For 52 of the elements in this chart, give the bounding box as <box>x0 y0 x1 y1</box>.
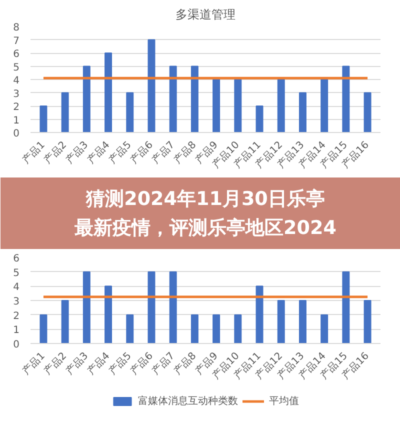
bar <box>190 66 198 132</box>
bar <box>298 300 306 344</box>
y-tick-label: 6 <box>13 49 20 60</box>
bar <box>104 286 112 344</box>
bar <box>61 300 69 344</box>
y-tick-label: 0 <box>13 340 20 350</box>
y-tick-label: 5 <box>13 268 20 279</box>
bar <box>256 286 264 344</box>
y-tick-label: 7 <box>13 36 20 47</box>
legend-label: 平均值 <box>269 395 299 408</box>
bar <box>169 66 177 132</box>
bar <box>342 271 350 344</box>
y-tick-label: 4 <box>13 76 20 86</box>
bar <box>364 92 372 132</box>
bar <box>234 314 242 344</box>
bar <box>40 314 48 344</box>
bar <box>82 66 90 132</box>
y-tick-label: 6 <box>13 254 20 264</box>
y-tick-label: 8 <box>13 22 20 34</box>
bar <box>212 79 220 132</box>
bar <box>277 300 285 344</box>
bar <box>277 79 285 132</box>
bar <box>148 271 156 344</box>
chart-title: 多渠道管理 <box>176 8 236 22</box>
bar <box>212 314 220 344</box>
bar <box>126 92 134 132</box>
y-tick-label: 3 <box>13 296 20 308</box>
bar <box>256 106 264 132</box>
bar <box>40 106 48 132</box>
bar <box>82 271 90 344</box>
bar <box>169 271 177 344</box>
bar <box>148 39 156 132</box>
bar <box>320 314 328 344</box>
y-tick-label: 1 <box>13 115 20 126</box>
bar <box>364 300 372 344</box>
y-tick-label: 5 <box>13 62 20 74</box>
y-tick-label: 1 <box>13 325 20 336</box>
y-tick-label: 0 <box>13 128 20 140</box>
legend-label: 富媒体消息互动种类数 <box>138 394 238 408</box>
bar <box>126 314 134 344</box>
bar <box>234 79 242 132</box>
bar <box>104 52 112 132</box>
bar <box>320 79 328 132</box>
bar <box>190 314 198 344</box>
y-tick-label: 2 <box>13 102 20 113</box>
y-tick-label: 3 <box>13 88 20 100</box>
y-tick-label: 2 <box>13 310 20 322</box>
bar <box>342 66 350 132</box>
y-tick-label: 4 <box>13 282 20 294</box>
text: 猜测2024年11月30日乐亭最新疫情，评测乐亭地区2024 <box>74 188 336 239</box>
bar <box>298 92 306 132</box>
bar <box>61 92 69 132</box>
